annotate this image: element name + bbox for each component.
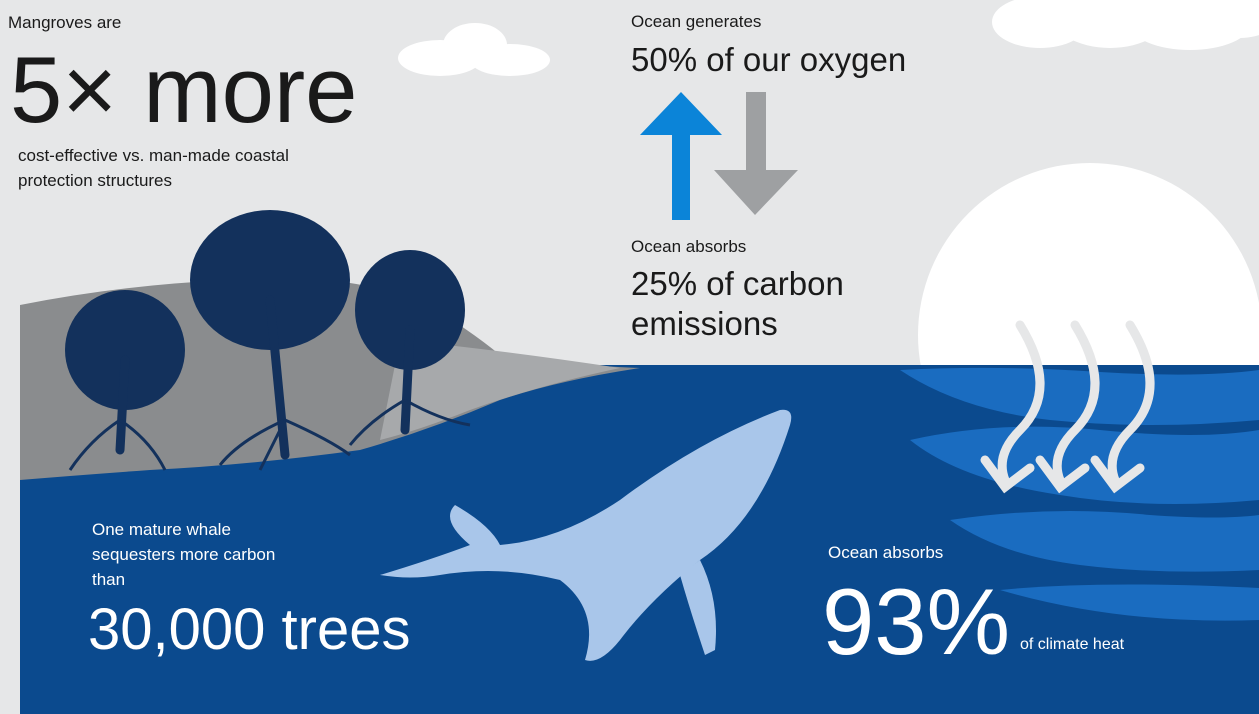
oxygen-headline: 50% of our oxygen — [631, 40, 906, 80]
heat-intro: Ocean absorbs — [828, 540, 943, 565]
mangroves-detail: cost-effective vs. man-made coastal prot… — [18, 143, 363, 193]
mangroves-intro: Mangroves are — [8, 10, 121, 35]
cloud — [398, 23, 550, 76]
cloud — [992, 0, 1259, 50]
down-arrow — [714, 92, 798, 215]
carbon-intro: Ocean absorbs — [631, 234, 746, 259]
mangroves-headline: 5× more — [10, 40, 357, 140]
whale-headline: 30,000 trees — [88, 597, 410, 663]
infographic: {"mangroves": {"intro": "Mangroves are",… — [0, 0, 1259, 714]
heat-headline: 93% — [822, 572, 1010, 672]
carbon-headline: 25% of carbon emissions — [631, 264, 891, 344]
oxygen-intro: Ocean generates — [631, 9, 761, 34]
heat-detail: of climate heat — [1020, 636, 1124, 654]
whale-intro: One mature whale sequesters more carbon … — [92, 517, 282, 592]
up-arrow — [640, 92, 722, 220]
